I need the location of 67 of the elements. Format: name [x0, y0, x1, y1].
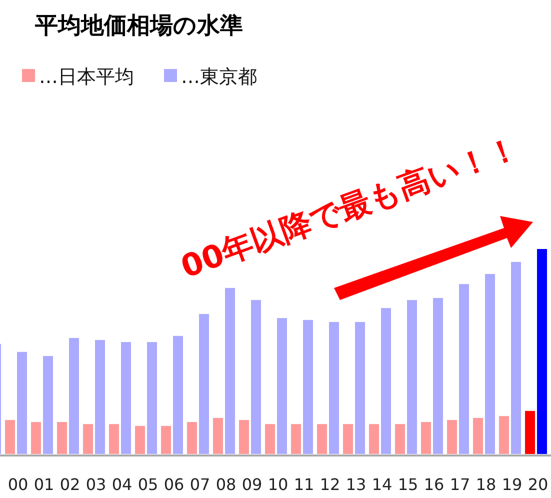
- chart-title: 平均地価相場の水準: [34, 13, 243, 39]
- bar: [57, 422, 67, 454]
- bar: [537, 249, 547, 454]
- x-tick-label: 16: [424, 475, 444, 494]
- bar: [407, 300, 417, 454]
- bar: [251, 300, 261, 454]
- annotation: 00年以降で最も高い！！: [176, 130, 524, 286]
- bar: [31, 422, 41, 454]
- x-tick-label: 11: [294, 475, 314, 494]
- bar: [109, 424, 119, 454]
- bar: [473, 418, 483, 454]
- bar: [135, 426, 145, 454]
- bar: [199, 314, 209, 454]
- bar: [499, 416, 509, 454]
- x-tick-label: 08: [216, 475, 236, 494]
- bar: [355, 322, 365, 454]
- bar: [329, 322, 339, 454]
- x-tick-label: 17: [450, 475, 470, 494]
- bar: [277, 318, 287, 454]
- bar: [317, 424, 327, 454]
- x-tick-label: 07: [190, 475, 210, 494]
- x-tick-label: 00: [8, 475, 28, 494]
- x-tick-label: 14: [372, 475, 392, 494]
- bar: [485, 274, 495, 454]
- x-tick-label: 01: [34, 475, 54, 494]
- bar: [381, 308, 391, 454]
- bar: [265, 424, 275, 454]
- x-tick-label: 03: [86, 475, 106, 494]
- bar: [395, 424, 405, 454]
- bar: [239, 420, 249, 454]
- x-tick-label: 13: [346, 475, 366, 494]
- bar: [525, 410, 535, 454]
- bar: [161, 426, 171, 454]
- bar: [433, 298, 443, 454]
- x-tick-label: 19: [502, 475, 522, 494]
- bar: [225, 288, 235, 454]
- bar: [343, 424, 353, 454]
- bar: [511, 262, 521, 454]
- bar: [213, 418, 223, 454]
- bar: [187, 422, 197, 454]
- bar: [303, 320, 313, 454]
- bar: [291, 424, 301, 454]
- bar: [43, 356, 53, 454]
- x-tick-label: 04: [112, 475, 132, 494]
- x-tick-label: 05: [138, 475, 158, 494]
- x-tick-label: 06: [164, 475, 184, 494]
- legend-label: …東京都: [181, 66, 257, 88]
- legend-label: …日本平均: [39, 66, 134, 88]
- x-tick-label: 02: [60, 475, 80, 494]
- x-tick-label: 10: [268, 475, 288, 494]
- x-tick-label: 18: [476, 475, 496, 494]
- bar: [459, 284, 469, 454]
- bar: [5, 420, 15, 454]
- bar: [173, 336, 183, 454]
- x-tick-label: 09: [242, 475, 262, 494]
- bar: [121, 342, 131, 454]
- x-tick-label: 15: [398, 475, 418, 494]
- bar: [17, 352, 27, 454]
- bar: [147, 342, 157, 454]
- x-tick-label: 20: [528, 475, 548, 494]
- bar: [369, 424, 379, 454]
- bar: [447, 420, 457, 454]
- bar: [421, 422, 431, 454]
- bar: [69, 338, 79, 454]
- bar: [83, 424, 93, 454]
- bar: [95, 340, 105, 454]
- x-tick-label: 12: [320, 475, 340, 494]
